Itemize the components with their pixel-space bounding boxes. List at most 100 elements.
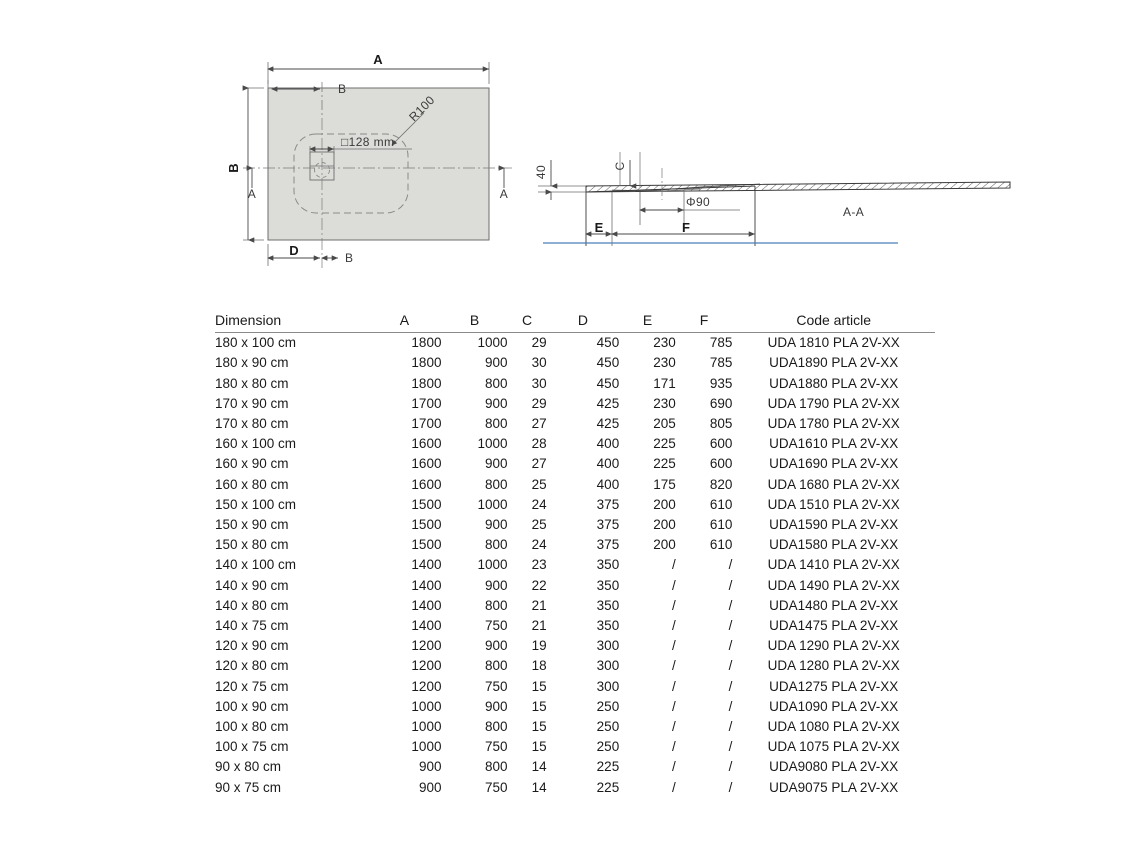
row-cell-e: / (672, 577, 676, 593)
technical-drawings: A B B A A (0, 0, 1145, 300)
row-cell-dimension: 100 x 75 cm (215, 739, 289, 755)
row-cell-f: / (728, 597, 733, 613)
row-cell-b: 900 (485, 395, 508, 411)
row-cell-dimension: 140 x 80 cm (215, 597, 289, 613)
row-cell-e: / (672, 739, 676, 755)
row-cell-c: 19 (531, 638, 547, 654)
table-row: 140 x 90 cm 1400 900 22 350 / / UDA 1490 PLA 2V… (215, 576, 935, 596)
row-cell-e: 230 (653, 395, 676, 411)
row-cell-dimension: 170 x 90 cm (215, 395, 289, 411)
row-cell-f: 785 (709, 355, 733, 371)
table-row: 170 x 80 cm 1700 800 27 425 205 805 UDA 1780 PL… (215, 414, 935, 434)
row-cell-f: / (728, 638, 733, 654)
row-cell-c: 21 (531, 618, 547, 634)
row-cell-b: 900 (485, 638, 508, 654)
table-row: 120 x 80 cm 1200 800 18 300 / / UDA 1280 PLA 2V… (215, 656, 935, 676)
row-cell-a: 1400 (411, 557, 442, 573)
plan-label-D: D (289, 243, 298, 258)
row-cell-e: / (672, 618, 676, 634)
table-row: 150 x 100 cm 1500 1000 24 375 200 610 UDA 1510 … (215, 495, 935, 515)
row-cell-code: UDA 1680 PLA 2V-XX (767, 476, 900, 492)
row-cell-d: 450 (596, 375, 620, 391)
row-cell-b: 800 (485, 416, 508, 432)
row-cell-e: / (672, 698, 676, 714)
row-cell-a: 900 (418, 779, 442, 795)
row-cell-b: 1000 (477, 335, 508, 351)
row-cell-dimension: 90 x 75 cm (215, 779, 282, 795)
row-cell-d: 450 (596, 355, 620, 371)
row-cell-d: 375 (596, 496, 620, 512)
row-cell-dimension: 100 x 90 cm (215, 698, 289, 714)
row-cell-f: 805 (709, 416, 733, 432)
row-cell-c: 24 (531, 496, 547, 512)
section-marker-left: A (246, 165, 256, 201)
row-cell-code: UDA 1490 PLA 2V-XX (767, 577, 900, 593)
plan-label-A-top: A (373, 52, 383, 67)
row-cell-e: / (672, 779, 676, 795)
row-cell-e: 225 (653, 436, 676, 452)
row-cell-b: 800 (485, 597, 508, 613)
row-cell-c: 29 (531, 335, 547, 351)
row-cell-c: 25 (531, 517, 547, 533)
section-title-aa: A-A (843, 205, 864, 219)
row-cell-d: 375 (596, 537, 620, 553)
row-cell-c: 14 (531, 779, 547, 795)
row-cell-e: / (672, 557, 676, 573)
row-cell-d: 400 (596, 476, 620, 492)
row-cell-c: 21 (531, 597, 547, 613)
row-cell-f: / (728, 678, 733, 694)
row-cell-b: 900 (485, 456, 508, 472)
plan-label-A-section-left: A (248, 187, 256, 201)
row-cell-a: 1500 (411, 537, 442, 553)
row-cell-a: 1500 (411, 496, 442, 512)
row-cell-dimension: 160 x 100 cm (215, 436, 297, 452)
table-row: 140 x 75 cm 1400 750 21 350 / / UDA1475 PLA 2V-… (215, 616, 935, 636)
row-cell-e: 230 (653, 355, 676, 371)
row-cell-code: UDA9075 PLA 2V-XX (769, 779, 899, 795)
row-cell-code: UDA 1780 PLA 2V-XX (767, 416, 900, 432)
row-cell-code: UDA 1080 PLA 2V-XX (767, 719, 900, 735)
row-cell-b: 1000 (477, 436, 508, 452)
row-cell-b: 800 (485, 759, 508, 775)
row-cell-e: 200 (653, 496, 676, 512)
table-row: 150 x 80 cm 1500 800 24 375 200 610 UDA1580 PLA… (215, 535, 935, 555)
row-cell-code: UDA1580 PLA 2V-XX (769, 537, 899, 553)
row-cell-c: 25 (531, 476, 547, 492)
row-cell-b: 900 (485, 698, 508, 714)
row-cell-c: 15 (531, 698, 547, 714)
section-label-thickness: 40 (534, 165, 548, 179)
row-cell-e: / (672, 658, 676, 674)
plan-label-B-bottom: B (345, 251, 353, 265)
row-cell-code: UDA1275 PLA 2V-XX (769, 678, 899, 694)
row-cell-code: UDA1610 PLA 2V-XX (769, 436, 899, 452)
row-cell-code: UDA1880 PLA 2V-XX (769, 375, 899, 391)
column-header-d: D (546, 310, 620, 334)
table-row: 120 x 75 cm 1200 750 15 300 / / UDA1275 PLA 2V-… (215, 677, 935, 697)
column-header-b: B (441, 310, 508, 334)
row-cell-dimension: 150 x 100 cm (215, 496, 297, 512)
row-cell-d: 350 (596, 618, 620, 634)
row-cell-b: 800 (485, 375, 508, 391)
row-cell-a: 1600 (411, 456, 442, 472)
row-cell-d: 225 (596, 779, 620, 795)
table-row: 100 x 75 cm 1000 750 15 250 / / UDA 1075 PLA 2V… (215, 737, 935, 757)
row-cell-c: 18 (531, 658, 547, 674)
tray-plan-body (267, 87, 490, 241)
table-row: 180 x 90 cm 1800 900 30 450 230 785 UDA1890 PLA… (215, 353, 935, 373)
table-row: 140 x 100 cm 1400 1000 23 350 / / UDA 1410 PLA … (215, 555, 935, 575)
row-cell-f: 610 (709, 517, 733, 533)
table-row: 120 x 90 cm 1200 900 19 300 / / UDA 1290 PLA 2V… (215, 636, 935, 656)
row-cell-dimension: 170 x 80 cm (215, 416, 289, 432)
row-cell-c: 27 (531, 456, 547, 472)
row-cell-a: 1400 (411, 597, 442, 613)
column-header-e: E (619, 310, 676, 334)
row-cell-f: / (728, 759, 733, 775)
plan-label-B-left: B (226, 163, 241, 172)
table-body: 180 x 100 cm 1800 1000 29 450 230 785 UDA 1810 … (215, 333, 935, 798)
specification-table: Dimension A B C D E F Code article 180 x… (215, 310, 935, 798)
row-cell-e: / (672, 638, 676, 654)
table-row: 140 x 80 cm 1400 800 21 350 / / UDA1480 PLA 2V-… (215, 596, 935, 616)
row-cell-code: UDA9080 PLA 2V-XX (769, 759, 899, 775)
row-cell-dimension: 180 x 100 cm (215, 335, 297, 351)
row-cell-code: UDA1480 PLA 2V-XX (769, 597, 899, 613)
